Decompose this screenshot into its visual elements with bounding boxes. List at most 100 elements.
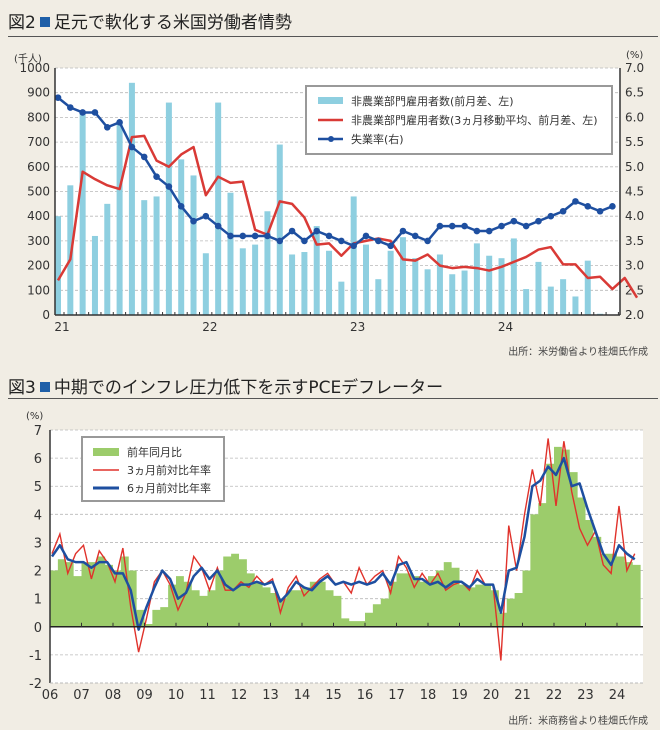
unemployment-point [461,222,468,230]
y-tick-label: -1 [29,649,42,664]
bar-nonfarm-payrolls [436,254,443,315]
unemployment-point [177,203,185,210]
unemployment-point [596,207,604,215]
unemployment-point [264,232,271,240]
bar-nonfarm-payrolls [473,243,480,315]
x-tick-label: 14 [294,688,311,703]
bar-nonfarm-payrolls [313,226,320,315]
x-tick-label: 08 [105,688,122,703]
bar-nonfarm-payrolls [535,261,542,315]
y-left-tick-label: 0 [42,308,50,322]
unemployment-point [399,227,407,235]
figure3-title-text: 中期でのインフレ圧力低下を示すPCEデフレーター [53,378,444,398]
y-left-tick-label: 600 [27,160,50,174]
unemployment-point [202,212,210,220]
x-tick-label: 22 [202,320,217,334]
unemployment-point [411,232,419,240]
bar-nonfarm-payrolls [91,235,98,315]
line-3m-moving-average [56,134,639,299]
title-square-icon [39,17,50,27]
bar-nonfarm-payrolls [79,112,86,316]
bar-nonfarm-payrolls [584,260,591,315]
y-right-tick-label: 6.5 [625,86,644,100]
bar-nonfarm-payrolls [202,253,209,315]
unemployment-point [436,222,444,230]
bar-nonfarm-payrolls [67,185,74,315]
x-tick-label: 16 [357,688,374,703]
line-6m-annualized [50,456,636,631]
bar-nonfarm-payrolls [239,248,246,315]
unemployment-point [103,123,111,131]
legend-red-line-label: 非農業部門雇用者数(3ヵ月移動平均、前月差、左) [351,113,598,127]
bar-nonfarm-payrolls [252,244,259,315]
unemployment-point [301,237,308,245]
unemployment-point [165,183,173,190]
unemployment-point [276,237,284,245]
figure2-title: 図2 足元で軟化する米国労働者情勢 [8,8,292,33]
unemployment-point [313,227,321,235]
unemployment-point [325,232,333,240]
y-left-tick-label: 500 [27,185,50,199]
y-tick-label: 7 [34,424,42,439]
figure3-title-rule [8,398,658,399]
y-tick-label: 0 [34,621,42,636]
y-tick-label: 1 [34,593,42,608]
y-left-tick-label: 700 [27,135,50,149]
unemployment-point [227,232,234,240]
unemployment-point [584,203,592,210]
x-tick-label: 15 [325,688,342,703]
y-left-tick-label: 100 [27,283,50,297]
unemployment-point [190,217,197,225]
y-right-tick-label: 7.0 [625,61,644,75]
y-right-tick-label: 5.0 [625,160,644,174]
bar-nonfarm-payrolls [326,250,333,315]
figure2-number: 図2 [8,13,36,33]
unemployment-point [609,203,616,210]
bar-nonfarm-payrolls [289,254,296,315]
unemployment-point [251,232,259,240]
x-tick-label: 11 [199,688,216,703]
y-left-tick-label: 300 [27,234,50,248]
bar-nonfarm-payrolls [399,237,406,315]
unemployment-point [375,237,382,245]
unemployment-point [547,212,555,220]
unemployment-point [448,222,456,230]
bar-nonfarm-payrolls [116,122,123,315]
y-left-tick-label: 1000 [19,61,50,75]
y-right-tick-label: 4.5 [625,185,644,199]
x-tick-label: 23 [577,688,594,703]
x-tick-label: 06 [42,688,59,703]
y-left-tick-label: 400 [27,209,50,223]
unemployment-point [153,173,160,180]
y-left-unit-label: (千人) [14,53,42,65]
x-tick-label: 22 [546,688,563,703]
bar-nonfarm-payrolls [486,255,493,315]
bar-nonfarm-payrolls [215,102,222,315]
y-tick-label: 4 [34,508,42,523]
bar-nonfarm-payrolls [178,159,185,315]
x-tick-label: 13 [262,688,279,703]
legend-box [305,85,613,155]
x-tick-label: 17 [388,688,405,703]
unemployment-point [559,207,567,215]
legend-swatch-area [93,448,119,456]
unemployment-point [535,217,542,225]
x-tick-label: 07 [73,688,90,703]
bar-nonfarm-payrolls [128,82,135,315]
bar-nonfarm-payrolls [412,258,419,315]
unemployment-point [91,109,99,116]
unemployment-point [572,198,579,205]
legend-bars-label: 非農業部門雇用者数(前月差、左) [351,94,514,108]
bar-nonfarm-payrolls [523,289,530,315]
figure2-chart: 010020030040050060070080090010002.02.53.… [14,50,644,334]
legend-3m-label: 3ヵ月前対比年率 [127,463,211,477]
x-tick-label: 20 [483,688,500,703]
y-unit-label: (%) [26,411,43,422]
x-tick-label: 23 [350,320,365,334]
y-right-tick-label: 5.5 [625,135,644,149]
figure3-source: 出所：米商務省より桂畑氏作成 [508,716,648,727]
bar-nonfarm-payrolls [375,279,382,315]
bar-nonfarm-payrolls [510,238,517,315]
bar-nonfarm-payrolls [227,192,234,315]
